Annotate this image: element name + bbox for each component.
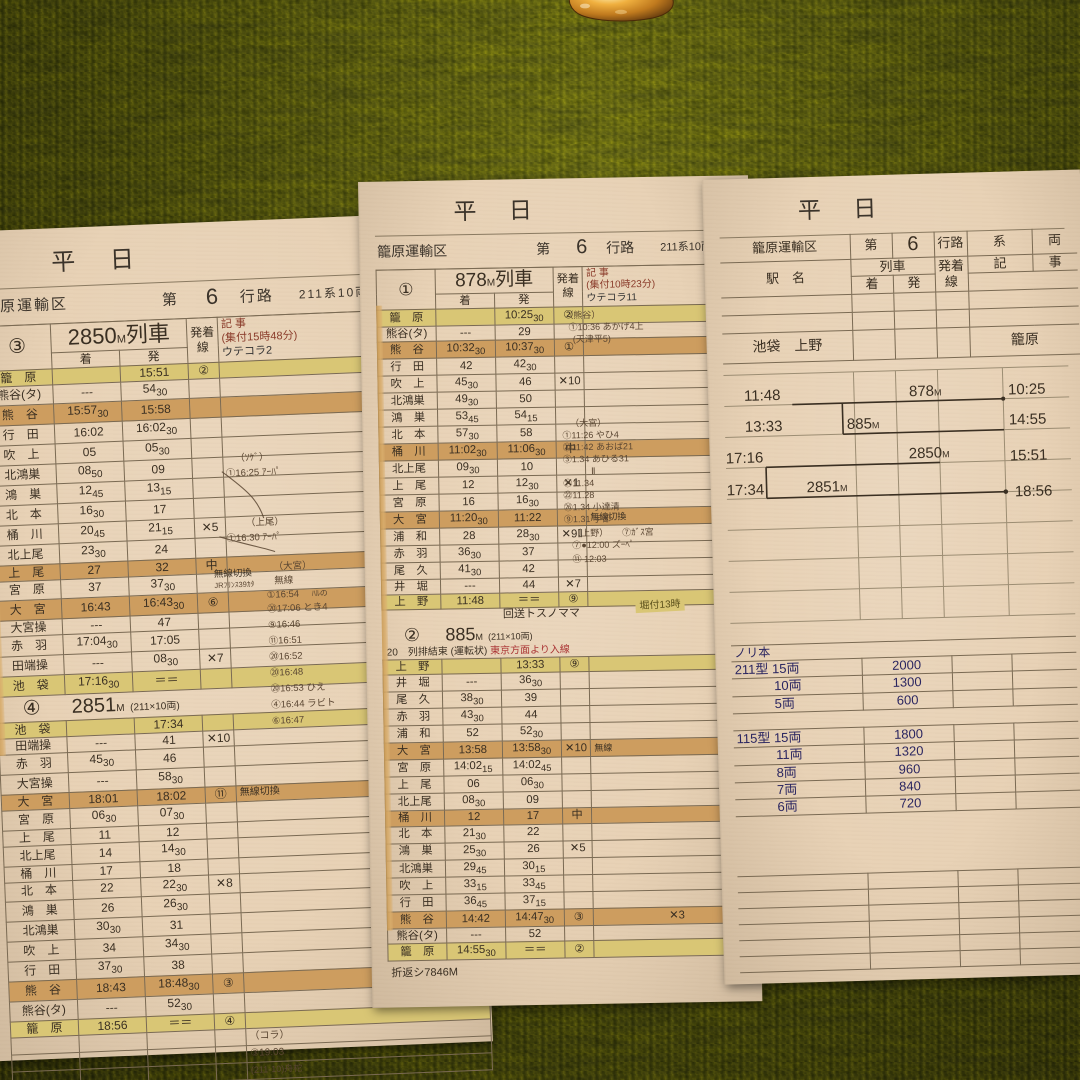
svg-text:15:51: 15:51	[1010, 446, 1048, 464]
svg-text:⑪ 12:03: ⑪ 12:03	[573, 554, 607, 565]
svg-text:無線: 無線	[274, 574, 294, 587]
svg-text:無線切換: 無線切換	[214, 567, 253, 581]
svg-text:17:16: 17:16	[726, 449, 764, 467]
svg-text:①16:25 ｱｰﾊﾟ: ①16:25 ｱｰﾊﾟ	[226, 466, 281, 479]
svg-text:（熊谷）: （熊谷）	[564, 309, 600, 321]
svg-text:10:25: 10:25	[1008, 380, 1046, 398]
svg-text:㉔11.34: ㉔11.34	[563, 478, 594, 489]
svg-text:(天津平5): (天津平5)	[573, 334, 611, 345]
svg-text:⑪16:51: ⑪16:51	[268, 635, 302, 647]
svg-text:（大宮）: （大宮）	[273, 559, 311, 573]
svg-text:（上尾）: （上尾）	[246, 515, 284, 529]
svg-text:①16:30 ｱｰﾊﾟ: ①16:30 ｱｰﾊﾟ	[226, 531, 281, 544]
svg-text:㉖1.34 小達清: ㉖1.34 小達清	[564, 500, 620, 512]
svg-text:（上野）: （上野）	[572, 528, 608, 539]
svg-text:③1.34 あひる31: ③1.34 あひる31	[563, 453, 629, 464]
svg-text:①10:36 あかげ4上: ①10:36 あかげ4上	[568, 321, 643, 332]
svg-text:13:33: 13:33	[745, 418, 783, 436]
svg-text:11:48: 11:48	[744, 387, 781, 405]
svg-text:⑨1.31 宇都: ⑨1.31 宇都	[564, 513, 611, 525]
svg-text:㉒11.28: ㉒11.28	[563, 490, 594, 501]
svg-text:⑦ｶﾞｽ宮: ⑦ｶﾞｽ宮	[622, 526, 654, 538]
svg-text:2850M: 2850M	[908, 444, 949, 462]
svg-text:⑳17:06 とき4: ⑳17:06 とき4	[267, 602, 328, 615]
svg-text:ﾊﾙの: ﾊﾙの	[312, 589, 328, 599]
svg-text:⑳16:52: ⑳16:52	[269, 651, 303, 663]
svg-text:⑨16:46: ⑨16:46	[268, 619, 301, 631]
svg-text:④16:44 ラビト: ④16:44 ラビト	[271, 697, 336, 711]
svg-text:18:56: 18:56	[1015, 482, 1053, 500]
svg-text:17:34: 17:34	[726, 481, 764, 499]
svg-text:Ⅱ: Ⅱ	[591, 466, 596, 476]
svg-text:⑳11:42 あおば21: ⑳11:42 あおば21	[563, 441, 634, 452]
svg-text:①11:26 やひ4: ①11:26 やひ4	[562, 429, 619, 440]
svg-text:JRﾌﾘﾝｽ39ｶﾀ: JRﾌﾘﾝｽ39ｶﾀ	[214, 579, 255, 590]
svg-text:⑳16:53 ひえ: ⑳16:53 ひえ	[270, 682, 325, 695]
svg-text:⑳16:48: ⑳16:48	[270, 667, 304, 679]
svg-text:885M: 885M	[847, 415, 880, 433]
svg-text:14:55: 14:55	[1009, 410, 1047, 428]
svg-text:878M: 878M	[909, 382, 942, 400]
svg-text:⑦●12:00 ズｰﾍﾟ: ⑦●12:00 ズｰﾍﾟ	[572, 538, 634, 550]
svg-text:①16:54: ①16:54	[267, 589, 300, 601]
svg-text:2851M: 2851M	[806, 478, 847, 496]
svg-text:⑥16:47: ⑥16:47	[272, 715, 305, 727]
svg-text:（大宮）: （大宮）	[570, 417, 606, 429]
svg-text:（ｿｹﾞ）: （ｿｹﾞ）	[235, 451, 269, 464]
